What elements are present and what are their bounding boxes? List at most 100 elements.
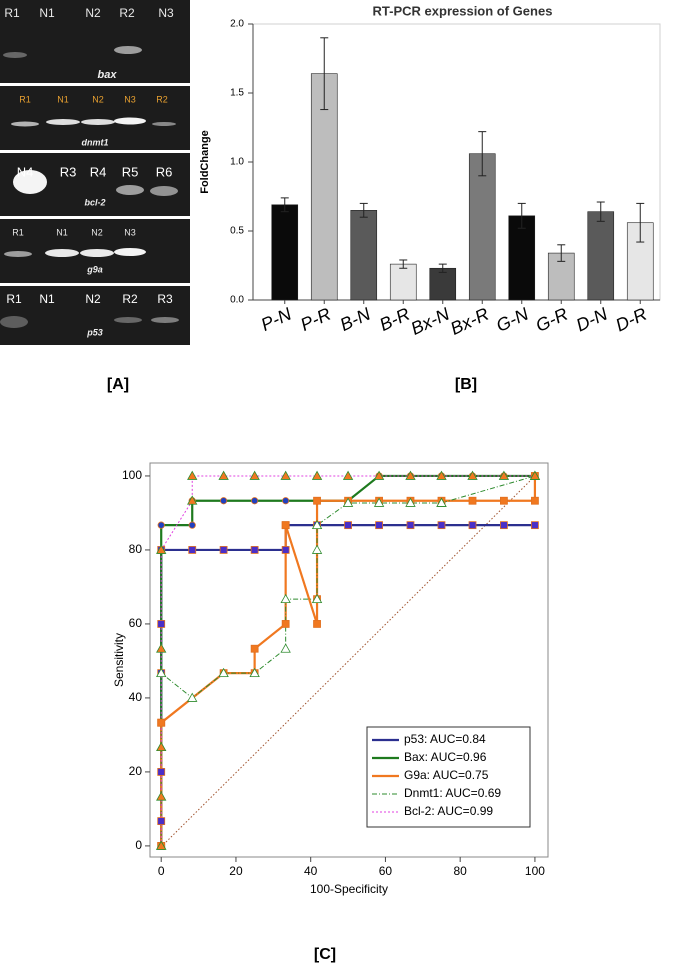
point <box>500 521 508 530</box>
point <box>156 741 167 752</box>
lane-label: N3 <box>124 94 136 104</box>
point <box>249 667 260 678</box>
error-bar <box>438 263 447 273</box>
y-tick-label: 60 <box>129 616 143 630</box>
point <box>188 546 197 554</box>
lane-label: R3 <box>157 292 173 306</box>
legend-label: p53: AUC=0.84 <box>404 732 486 746</box>
point <box>531 521 539 530</box>
point <box>156 643 167 653</box>
x-tick-label: B-N <box>337 303 374 335</box>
gel-band <box>150 186 178 196</box>
point <box>280 593 291 604</box>
point <box>251 497 259 505</box>
gel-band <box>116 185 144 195</box>
legend-label: Bcl-2: AUC=0.99 <box>404 804 493 818</box>
bar <box>508 215 536 301</box>
gel-band <box>11 121 39 127</box>
lane-label: R1 <box>6 292 22 306</box>
legend-label: Dnmt1: AUC=0.69 <box>404 786 501 800</box>
point <box>249 470 260 480</box>
x-tick-label: B-R <box>376 304 413 335</box>
chart-title: RT-PCR expression of Genes <box>373 3 553 18</box>
point <box>282 497 290 505</box>
y-tick-label: 0 <box>135 838 142 852</box>
gel-band <box>151 317 179 323</box>
point <box>280 470 291 480</box>
error-bar <box>478 131 487 177</box>
point <box>187 692 198 702</box>
gel-band <box>13 170 47 194</box>
point <box>373 470 385 480</box>
point <box>157 521 165 529</box>
point <box>375 521 383 530</box>
x-tick-label: 100 <box>525 864 545 878</box>
gel-band <box>114 46 142 54</box>
gel-band <box>3 52 27 58</box>
gel-band <box>45 249 79 257</box>
x-tick-label: P-N <box>258 303 295 335</box>
y-axis-label: FoldChange <box>199 130 211 194</box>
y-tick-label: 0.5 <box>230 226 244 237</box>
lane-label: N1 <box>57 94 69 104</box>
point <box>405 470 416 480</box>
bar <box>468 153 496 301</box>
plot-frame <box>149 462 549 858</box>
x-tick-label: D-R <box>612 304 649 336</box>
gel-band <box>80 249 114 257</box>
x-tick-label: G-R <box>533 304 571 336</box>
lane-label: R1 <box>4 6 20 20</box>
point <box>406 521 415 530</box>
point <box>467 470 478 480</box>
y-tick-label: 80 <box>129 542 143 556</box>
point <box>498 470 510 480</box>
gel-band <box>81 119 115 125</box>
lane-label: N3 <box>158 6 174 20</box>
lane-label: R5 <box>122 164 139 179</box>
x-tick-label: D-N <box>573 303 611 335</box>
x-tick-label: 60 <box>379 864 393 878</box>
point <box>156 667 167 678</box>
point <box>468 521 477 530</box>
gene-label: dnmt1 <box>82 137 109 147</box>
point <box>437 521 446 530</box>
lane-label: N2 <box>85 292 101 306</box>
gel-band <box>4 251 32 257</box>
point <box>218 667 229 678</box>
bar <box>587 211 615 301</box>
gene-label: p53 <box>86 327 103 337</box>
y-tick-label: 1.5 <box>230 88 244 99</box>
x-tick-label: P-R <box>297 304 334 335</box>
x-axis-label: 100-Specificity <box>310 882 388 896</box>
lane-label: R6 <box>156 164 173 179</box>
point <box>531 496 539 505</box>
point <box>281 620 290 628</box>
x-tick-label: 0 <box>158 864 165 878</box>
error-bar <box>517 202 526 229</box>
point <box>313 496 321 505</box>
point <box>529 470 541 480</box>
lane-label: R2 <box>156 94 168 104</box>
panel-label: [A] <box>107 376 129 393</box>
gel-image <box>0 86 190 150</box>
panel-label: [C] <box>314 946 336 963</box>
point <box>156 791 167 801</box>
point <box>436 470 447 480</box>
legend-label: G9a: AUC=0.75 <box>404 768 489 782</box>
lane-label: N1 <box>39 6 55 20</box>
point <box>342 497 354 507</box>
point <box>313 620 321 628</box>
point <box>311 593 323 604</box>
gel-image <box>0 0 190 83</box>
bar <box>429 267 457 301</box>
lane-label: N3 <box>124 227 136 237</box>
point <box>220 497 228 505</box>
point <box>468 496 477 505</box>
point <box>219 546 228 554</box>
point <box>250 546 259 554</box>
gel-band <box>152 122 176 126</box>
x-tick-label: 40 <box>304 864 318 878</box>
lane-label: N1 <box>39 292 55 306</box>
point <box>311 544 323 554</box>
